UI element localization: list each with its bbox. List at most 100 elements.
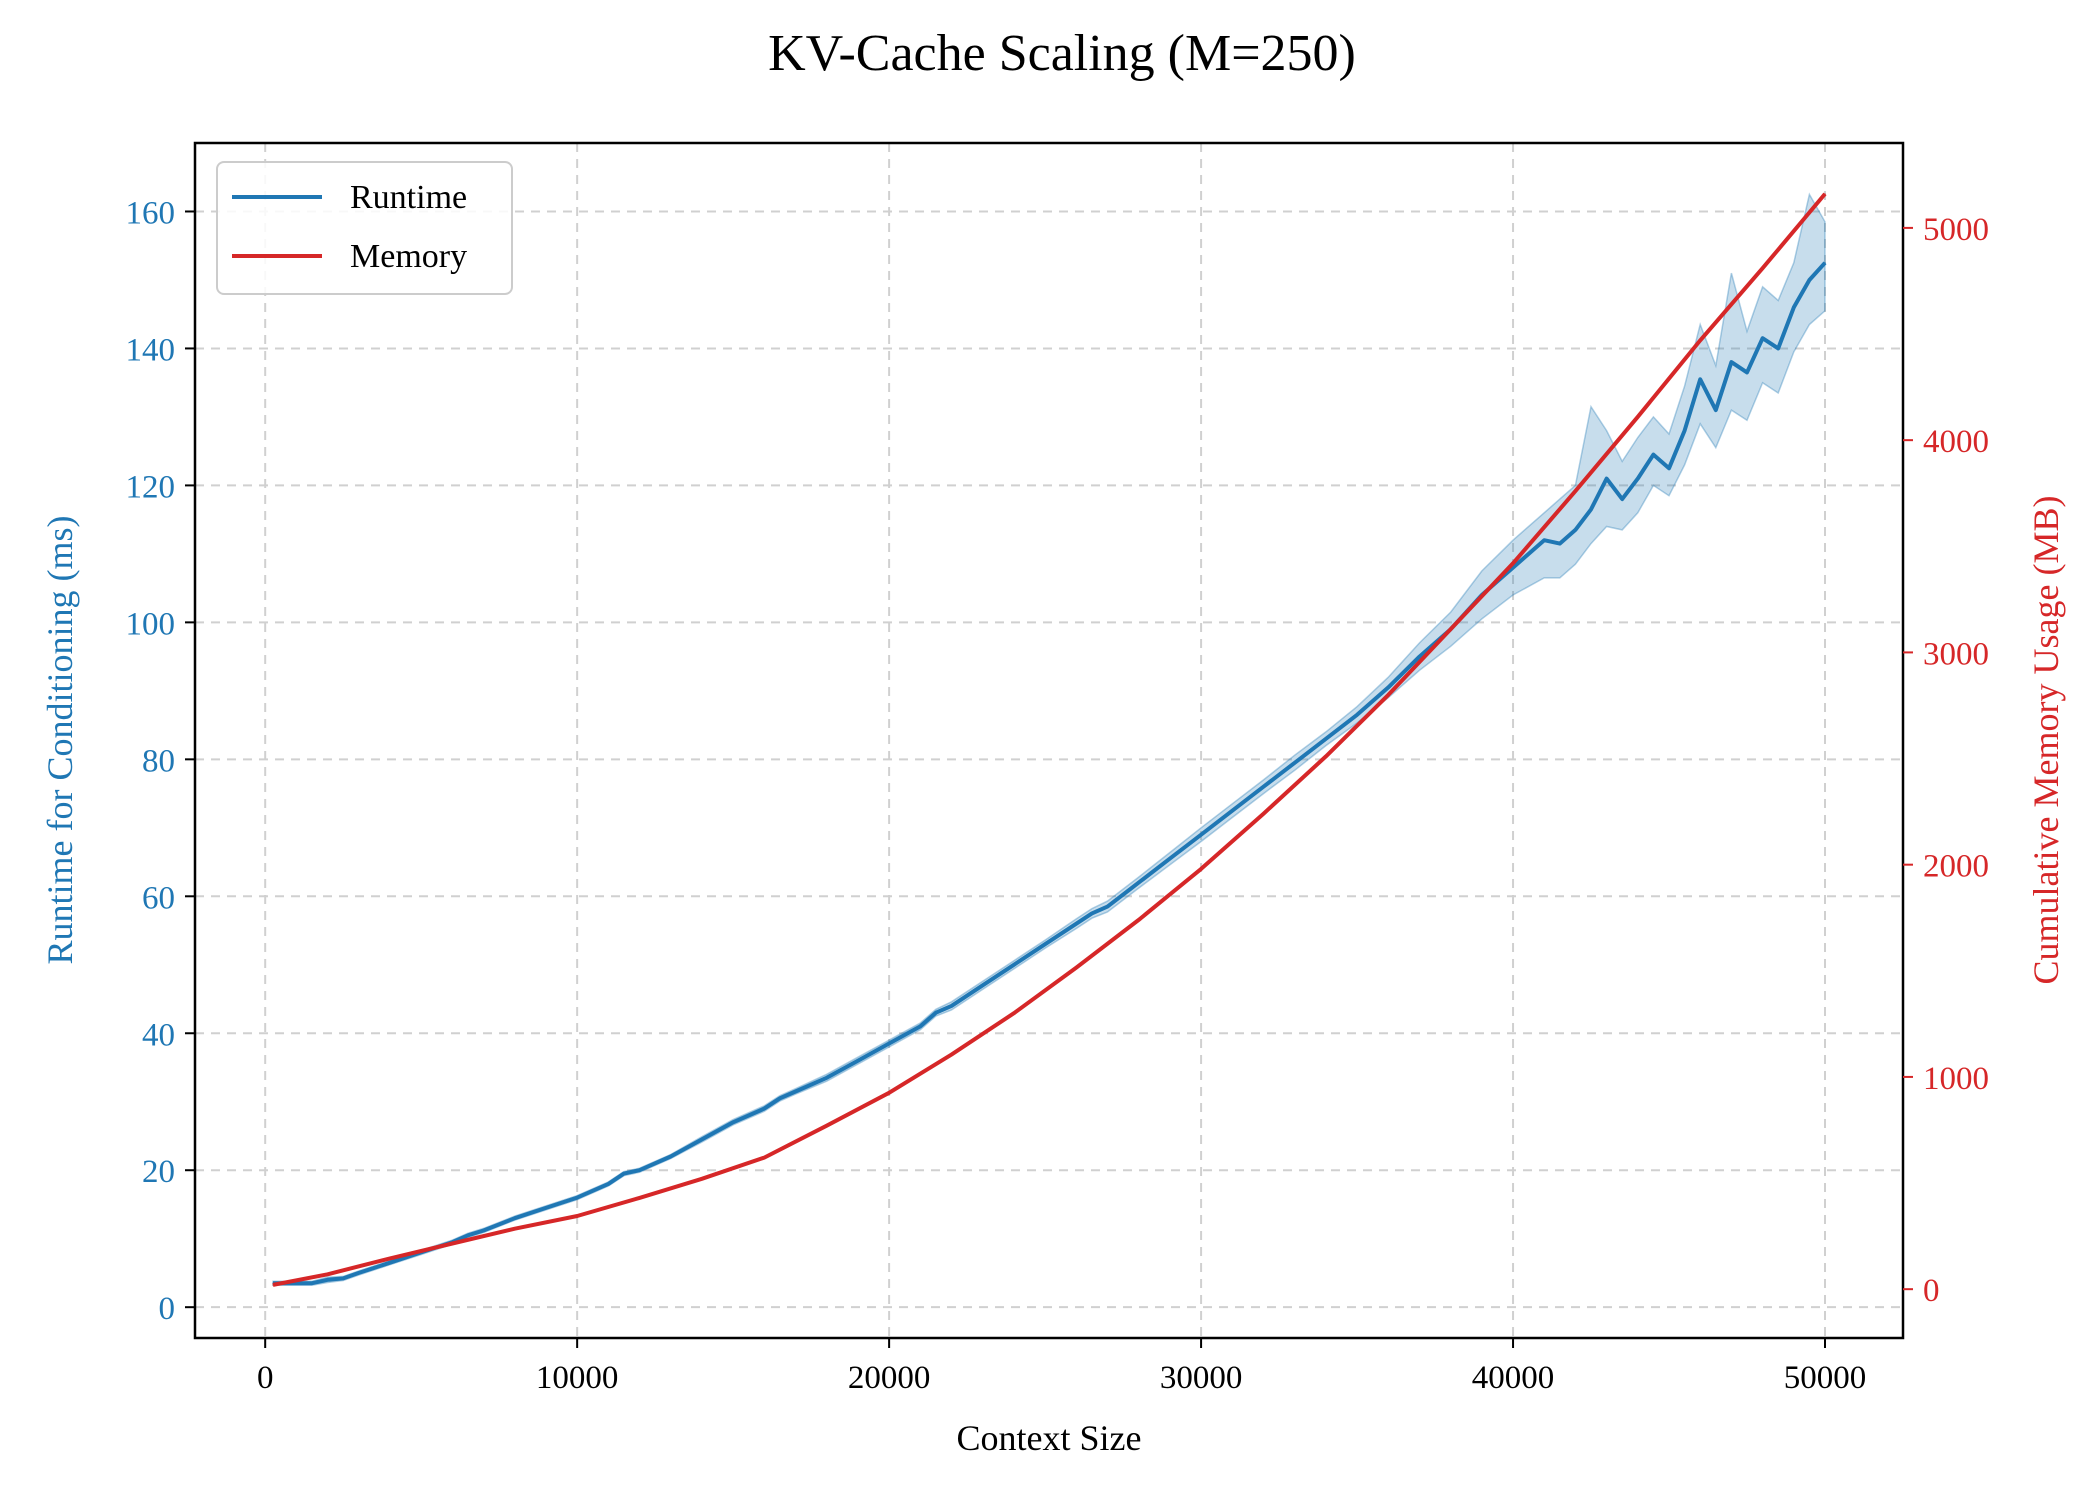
runtime-point xyxy=(1200,834,1202,836)
runtime-point xyxy=(1668,467,1670,469)
y-axis-left-label: Runtime for Conditioning (ms) xyxy=(40,516,80,965)
runtime-point xyxy=(358,1272,360,1274)
memory-point xyxy=(576,1215,578,1217)
memory-point xyxy=(1637,416,1639,418)
runtime-point xyxy=(1684,430,1686,432)
memory-point xyxy=(389,1257,391,1260)
y-axis-left: 0 20 40 60 80 100 120 140 160 xyxy=(126,195,195,1327)
runtime-point xyxy=(545,1207,547,1209)
memory-point xyxy=(1262,813,1265,815)
x-tick-label: 10000 xyxy=(536,1360,619,1396)
runtime-point xyxy=(311,1282,313,1284)
runtime-line xyxy=(273,261,1827,1286)
runtime-point xyxy=(467,1234,469,1236)
runtime-point xyxy=(1075,923,1077,925)
runtime-point xyxy=(779,1097,781,1099)
runtime-point xyxy=(1777,347,1779,350)
memory-point xyxy=(451,1242,453,1245)
runtime-point xyxy=(888,1042,890,1045)
runtime-point xyxy=(1746,371,1748,374)
runtime-point xyxy=(1652,453,1655,456)
runtime-point xyxy=(576,1197,578,1199)
runtime-point xyxy=(826,1077,828,1079)
runtime-point xyxy=(857,1060,859,1062)
x-tick-label: 0 xyxy=(257,1360,274,1396)
runtime-point xyxy=(638,1169,641,1171)
runtime-point xyxy=(919,1025,921,1028)
memory-point xyxy=(1450,628,1452,630)
runtime-point xyxy=(1356,714,1358,716)
runtime-point xyxy=(1824,262,1826,264)
runtime-point xyxy=(1231,810,1233,812)
legend-runtime-label: Runtime xyxy=(350,179,467,216)
y-left-tick-label: 140 xyxy=(126,332,176,368)
grid xyxy=(195,143,1903,1338)
y-right-tick-label: 0 xyxy=(1923,1273,1940,1309)
runtime-point xyxy=(794,1090,797,1093)
runtime-point xyxy=(607,1183,609,1185)
memory-point xyxy=(1824,193,1826,195)
runtime-point xyxy=(732,1121,734,1123)
runtime-point xyxy=(982,984,984,986)
runtime-point xyxy=(1325,738,1327,740)
runtime-point xyxy=(950,1005,953,1007)
runtime-point xyxy=(1418,656,1421,658)
x-axis: 0 10000 20000 30000 40000 50000 xyxy=(257,1338,1866,1396)
runtime-point xyxy=(1559,543,1561,545)
y-axis-right: 0 1000 2000 3000 4000 5000 xyxy=(1903,212,1989,1309)
runtime-point xyxy=(1091,912,1093,915)
runtime-point xyxy=(482,1229,485,1232)
legend: Runtime Memory xyxy=(216,161,513,295)
memory-point xyxy=(888,1092,890,1094)
y-axis-right-label: Cumulative Memory Usage (MB) xyxy=(2026,496,2066,985)
y-right-tick-label: 1000 xyxy=(1923,1061,1989,1097)
runtime-series xyxy=(272,261,1827,1286)
x-tick-label: 30000 xyxy=(1160,1360,1243,1396)
x-tick-label: 40000 xyxy=(1472,1360,1555,1396)
memory-point xyxy=(1762,267,1764,269)
x-tick-label: 50000 xyxy=(1784,1360,1867,1396)
y-left-tick-label: 100 xyxy=(126,606,176,642)
runtime-point xyxy=(763,1107,765,1110)
memory-point xyxy=(1075,967,1077,969)
runtime-point xyxy=(1715,409,1717,411)
y-left-tick-label: 0 xyxy=(159,1291,176,1327)
y-right-tick-label: 3000 xyxy=(1923,636,1989,672)
plot-frame xyxy=(193,141,1905,1340)
memory-line xyxy=(272,192,1827,1287)
runtime-point xyxy=(326,1279,329,1281)
runtime-point xyxy=(1637,477,1639,480)
memory-point xyxy=(1013,1012,1015,1014)
memory-point xyxy=(826,1125,828,1127)
runtime-point xyxy=(1730,361,1733,363)
legend-memory-label: Memory xyxy=(350,238,467,275)
memory-point xyxy=(950,1054,953,1056)
memory-point xyxy=(763,1156,765,1159)
memory-point xyxy=(326,1273,329,1275)
runtime-point xyxy=(701,1138,703,1141)
runtime-point xyxy=(342,1277,344,1280)
runtime-point xyxy=(1512,566,1514,569)
y-left-tick-label: 80 xyxy=(142,743,175,779)
y-left-tick-label: 60 xyxy=(142,880,175,916)
y-left-tick-label: 120 xyxy=(126,469,176,505)
memory-point xyxy=(1574,490,1577,492)
runtime-point xyxy=(514,1217,516,1219)
runtime-point xyxy=(1808,279,1811,281)
chart-title: KV-Cache Scaling (M=250) xyxy=(768,25,1356,82)
runtime-point xyxy=(1574,529,1577,531)
runtime-point xyxy=(389,1262,391,1264)
y-left-tick-label: 160 xyxy=(126,195,176,231)
memory-point xyxy=(1699,339,1701,341)
memory-series xyxy=(272,192,1827,1287)
runtime-point xyxy=(1699,378,1701,380)
runtime-point xyxy=(1793,306,1795,308)
memory-point xyxy=(1512,562,1514,564)
y-left-tick-label: 20 xyxy=(142,1154,175,1190)
memory-point xyxy=(1138,919,1140,921)
runtime-point xyxy=(1621,498,1623,500)
runtime-point xyxy=(1762,337,1764,339)
x-axis-label: Context Size xyxy=(957,1418,1142,1458)
runtime-point xyxy=(670,1155,672,1158)
runtime-point xyxy=(1044,943,1046,945)
